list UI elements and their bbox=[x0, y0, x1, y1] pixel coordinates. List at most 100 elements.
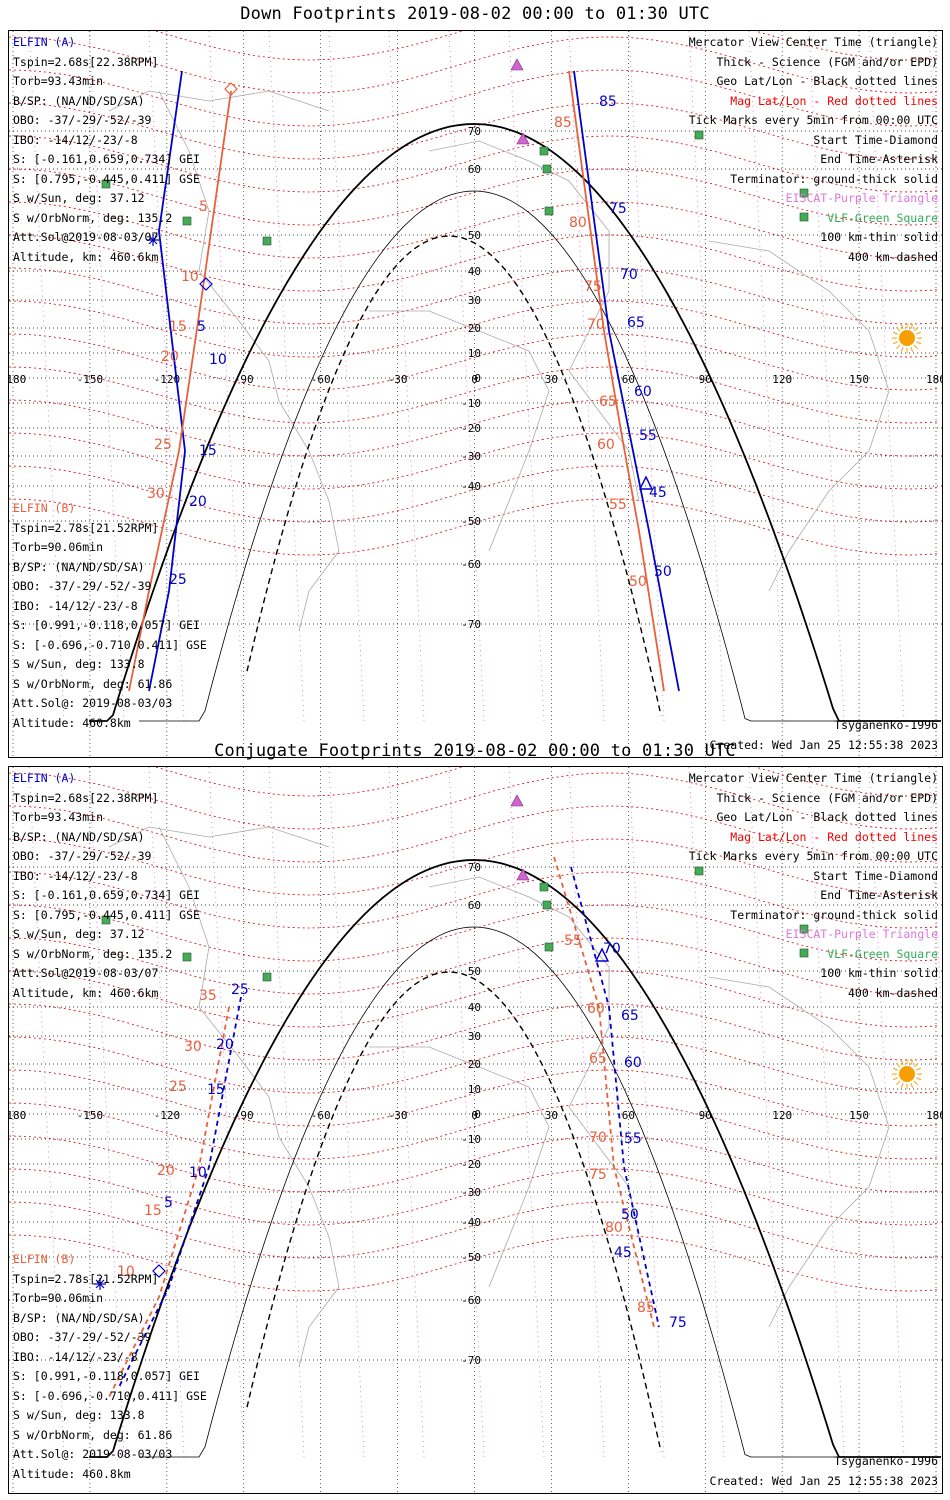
vlf-square bbox=[799, 188, 809, 198]
lat-tick-label: 30 bbox=[468, 294, 481, 307]
sun-icon bbox=[899, 1066, 915, 1082]
mag-lon-line bbox=[928, 767, 942, 1032]
vlf-square bbox=[539, 146, 549, 156]
elfin-a-track-west bbox=[118, 996, 242, 1388]
legend-line: Start Time-Diamond bbox=[813, 132, 938, 147]
elfin-a-label: ELFIN (A) bbox=[13, 771, 76, 785]
lat-tick-label: 40 bbox=[468, 1001, 481, 1014]
vlf-square bbox=[544, 206, 554, 216]
coastline bbox=[158, 826, 340, 1368]
info-line: Torb=90.06min bbox=[13, 1291, 104, 1305]
track-tick-label: 65 bbox=[589, 1051, 607, 1067]
vlf-square bbox=[799, 948, 809, 958]
mag-lat-line bbox=[9, 1003, 940, 1061]
sun-ray bbox=[910, 1083, 914, 1089]
lon-tick-label: -90 bbox=[234, 1109, 254, 1122]
eiscat-triangle bbox=[516, 132, 530, 145]
elfin-b-track-east bbox=[568, 70, 665, 692]
track-tick-label: 60 bbox=[597, 437, 615, 453]
vlf-square bbox=[101, 915, 111, 925]
mag-lat-line bbox=[9, 1069, 940, 1127]
info-line: B/SP: (NA/ND/SD/SA) bbox=[13, 1310, 145, 1325]
legend-line: Mercator View Center Time (triangle) bbox=[688, 771, 938, 785]
mag-lon-line bbox=[508, 767, 545, 1458]
lon-tick-label: 150 bbox=[849, 1109, 869, 1122]
elfin-b-track-west bbox=[128, 90, 232, 692]
vlf-square bbox=[542, 164, 552, 174]
track-tick-label: 25 bbox=[231, 982, 249, 998]
info-line: Tspin=2.68s[22.38RPM] bbox=[13, 54, 159, 69]
mag-lat-line bbox=[9, 69, 940, 127]
lat-tick-label: -10 bbox=[461, 1133, 481, 1146]
legend-line: 400 km-dashed bbox=[847, 249, 938, 264]
sun-icon bbox=[899, 330, 915, 346]
sun-ray bbox=[896, 344, 901, 349]
mag-lon-line bbox=[328, 767, 365, 1458]
vlf-square bbox=[101, 179, 111, 189]
start-diamond-a bbox=[199, 277, 213, 291]
legend-line: Terminator: ground-thick solid bbox=[730, 907, 938, 922]
info-line: S w/OrbNorm, deg: 135.2 bbox=[13, 946, 173, 961]
terminator-ground bbox=[89, 123, 941, 722]
lat-tick-label: 10 bbox=[468, 1083, 481, 1096]
lat-tick-label: 70 bbox=[468, 125, 481, 138]
info-line: Altitude, km: 460.6km bbox=[13, 985, 159, 1000]
lon-tick-label: -30 bbox=[388, 373, 408, 386]
info-line: IBO: -14/12/-23/-8 bbox=[13, 1349, 138, 1364]
legend-line: Thick - Science (FGM and/or EPD) bbox=[716, 790, 938, 805]
mag-lon-line bbox=[148, 31, 185, 722]
elfin-a-track-east bbox=[570, 866, 660, 1328]
info-line: S w/Sun, deg: 133.8 bbox=[13, 657, 145, 671]
vlf-square bbox=[539, 882, 549, 892]
track-tick-label: 20 bbox=[216, 1037, 234, 1053]
lat-tick-label: -50 bbox=[461, 515, 481, 528]
coastline bbox=[108, 826, 330, 848]
lat-tick-label: 0 bbox=[474, 372, 481, 385]
track-tick-label: 70 bbox=[589, 1130, 607, 1146]
elfin-b-track-east bbox=[553, 856, 655, 1328]
lat-tick-label: 30 bbox=[468, 1030, 481, 1043]
coastline bbox=[369, 1046, 550, 1288]
mag-lat-line bbox=[9, 1168, 940, 1226]
track-tick-label: 25 bbox=[169, 1079, 187, 1095]
legend-line: VLF-Green Square bbox=[827, 946, 938, 961]
mag-lon-line bbox=[808, 767, 845, 1458]
mag-lon-line bbox=[328, 31, 365, 722]
eiscat-triangle bbox=[510, 58, 524, 71]
lon-tick-label: 180 bbox=[926, 373, 942, 386]
track-tick-label: 10 bbox=[189, 1165, 207, 1181]
elfin-b-info: ELFIN (B) Tspin=2.78s[21.52RPM] Torb=90.… bbox=[13, 1250, 207, 1484]
vlf-square bbox=[694, 866, 704, 876]
mag-lon-line bbox=[748, 767, 785, 1458]
terminator-100km bbox=[139, 926, 937, 1458]
model-credits: Tsyganenko-1996 Created: Wed Jan 25 12:5… bbox=[710, 716, 938, 755]
track-tick-label: 20 bbox=[189, 494, 207, 510]
track-tick-label: 15 bbox=[144, 1203, 162, 1219]
track-tick-label: 5 bbox=[199, 199, 208, 215]
info-line: IBO: -14/12/-23/-8 bbox=[13, 598, 138, 613]
mag-lon-line bbox=[268, 767, 305, 1458]
legend-line: Start Time-Diamond bbox=[813, 868, 938, 883]
model-name: Tsyganenko-1996 bbox=[834, 718, 938, 732]
sun-ray bbox=[916, 331, 922, 335]
info-line: S: [-0.696,-0.710,0.411] GSE bbox=[13, 637, 207, 652]
track-tick-label: 15 bbox=[207, 1082, 225, 1098]
mag-lon-line bbox=[928, 31, 942, 296]
lon-tick-label: -90 bbox=[234, 373, 254, 386]
track-tick-label: 80 bbox=[569, 215, 587, 231]
track-tick-label: 75 bbox=[584, 279, 602, 295]
lon-tick-label: -120 bbox=[154, 1109, 181, 1122]
info-line: Tspin=2.68s[22.38RPM] bbox=[13, 790, 159, 805]
mag-lon-line bbox=[268, 31, 305, 722]
sun-ray bbox=[892, 1077, 898, 1081]
track-tick-label: 55 bbox=[639, 428, 657, 444]
info-line: S w/OrbNorm, deg: 135.2 bbox=[13, 210, 173, 225]
lat-tick-label: 20 bbox=[468, 1058, 481, 1071]
mag-lat-line bbox=[9, 904, 940, 962]
mag-lat-line bbox=[9, 432, 940, 490]
mag-lon-line bbox=[28, 767, 65, 1458]
mag-lon-line bbox=[868, 31, 905, 722]
elfin-b-track-west bbox=[108, 1006, 230, 1398]
lon-tick-label: 120 bbox=[772, 1109, 792, 1122]
legend-line: Mag Lat/Lon - Red dotted lines bbox=[730, 93, 938, 108]
